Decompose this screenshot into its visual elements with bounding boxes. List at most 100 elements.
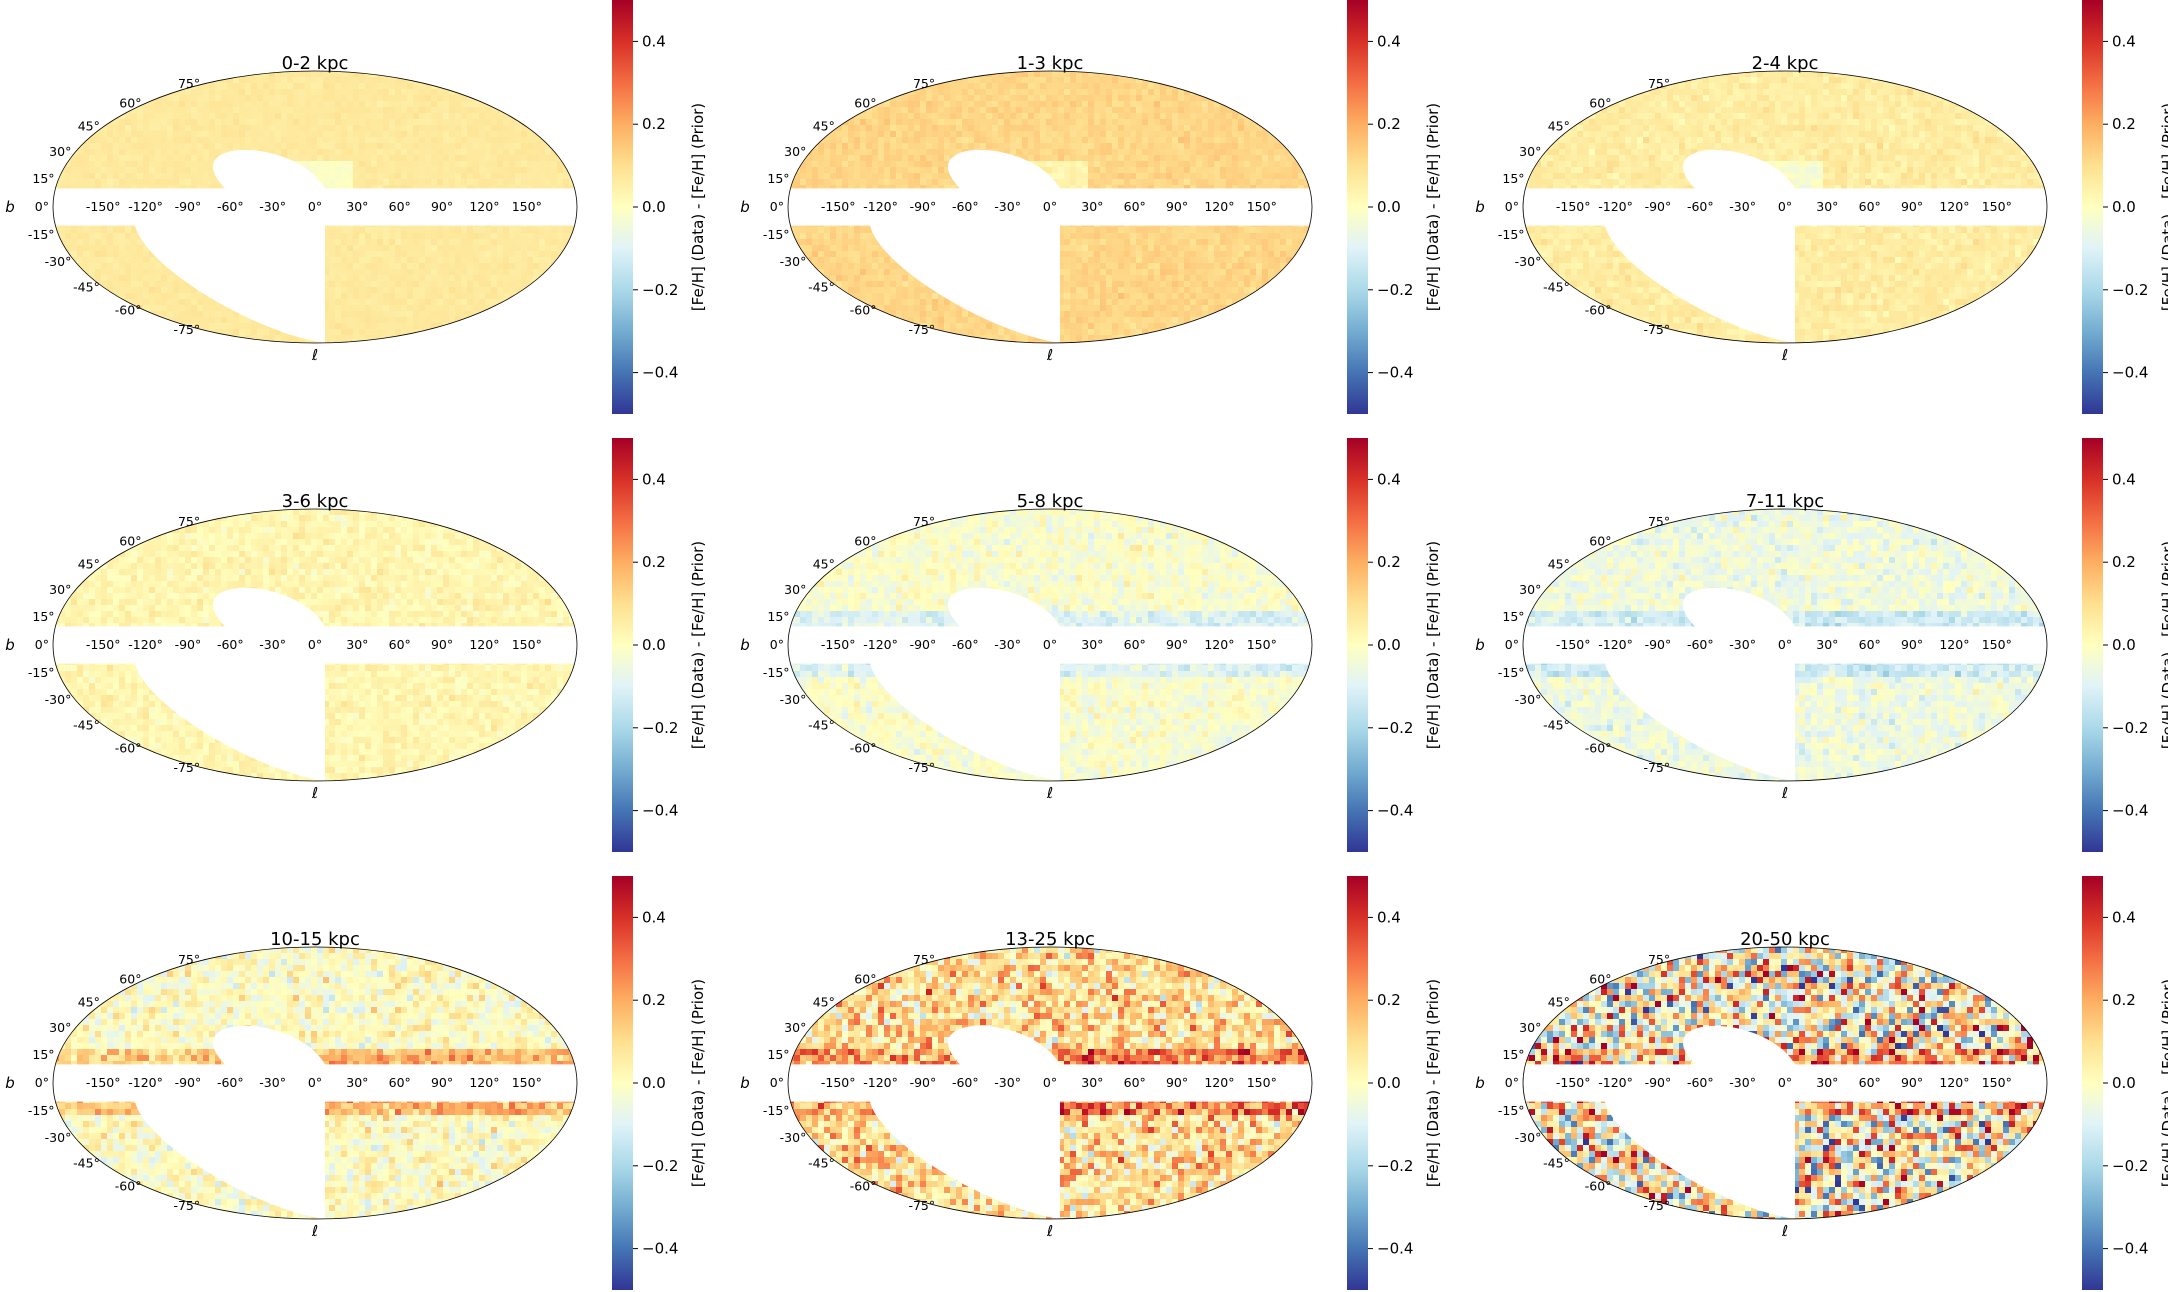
map-cell [53,113,59,119]
map-cell [1106,119,1112,125]
map-cell [461,155,467,161]
map-cell [473,89,479,95]
map-cell [527,239,533,245]
map-cell [197,311,203,317]
map-cell [53,137,59,143]
map-cell [359,137,365,143]
map-cell [467,311,473,317]
map-cell [569,239,575,245]
map-cell [251,329,257,335]
map-cell [575,341,577,343]
map-cell [59,335,65,341]
map-cell [299,131,305,137]
map-cell [1064,83,1070,89]
map-cell [215,101,221,107]
map-cell [956,101,962,107]
map-cell [872,83,878,89]
map-cell [179,341,185,343]
map-cell [401,323,407,329]
map-cell [407,281,413,287]
map-cell [215,305,221,311]
map-cell [419,95,425,101]
colorbar-tick-label: −0.4 [642,364,678,382]
map-cell [425,95,431,101]
map-cell [1190,107,1196,113]
map-cell [950,101,956,107]
map-cell [551,311,557,317]
map-cell [131,131,137,137]
map-cell [431,257,437,263]
map-cell [443,71,449,77]
map-cell [956,95,962,101]
map-cell [1244,119,1250,125]
map-cell [311,95,317,101]
map-cell [359,185,365,191]
map-cell [179,293,185,299]
map-cell [335,119,341,125]
map-cell [509,179,515,185]
map-cell [125,341,131,343]
map-cell [395,185,401,191]
map-cell [515,275,521,281]
map-cell [455,77,461,83]
map-cell [353,107,359,113]
map-cell [71,113,77,119]
map-cell [191,341,197,343]
map-cell [431,149,437,155]
map-cell [353,245,359,251]
map-cell [503,269,509,275]
map-cell [359,161,365,167]
map-cell [101,173,107,179]
map-cell [335,287,341,293]
map-cell [107,245,113,251]
map-cell [221,125,227,131]
map-cell [509,281,515,287]
map-cell [425,269,431,275]
masked-region [135,149,325,343]
map-cell [383,113,389,119]
map-cell [149,113,155,119]
map-cell [335,239,341,245]
map-cell [551,293,557,299]
map-cell [395,323,401,329]
map-cell [119,329,125,335]
map-cell [359,71,365,77]
map-cell [125,251,131,257]
map-cell [896,113,902,119]
map-cell [155,161,161,167]
map-cell [848,71,854,77]
map-cell [485,173,491,179]
map-cell [1196,125,1202,131]
map-cell [293,113,299,119]
map-cell [263,89,269,95]
map-cell [491,245,497,251]
map-cell [365,167,371,173]
map-cell [485,287,491,293]
map-cell [173,143,179,149]
map-cell [950,89,956,95]
map-cell [407,227,413,233]
map-cell [479,113,485,119]
map-cell [866,71,872,77]
map-cell [860,71,866,77]
map-cell [1286,101,1292,107]
map-cell [161,101,167,107]
map-cell [1160,71,1166,77]
map-cell [1124,89,1130,95]
map-cell [359,317,365,323]
map-cell [377,317,383,323]
map-cell [401,341,407,343]
map-cell [149,131,155,137]
map-cell [449,263,455,269]
map-cell [377,227,383,233]
map-cell [395,239,401,245]
map-cell [359,89,365,95]
map-cell [794,95,800,101]
map-cell [509,89,515,95]
map-cell [491,317,497,323]
map-cell [473,245,479,251]
map-cell [59,233,65,239]
map-cell [263,335,269,341]
map-cell [383,149,389,155]
map-cell [407,143,413,149]
